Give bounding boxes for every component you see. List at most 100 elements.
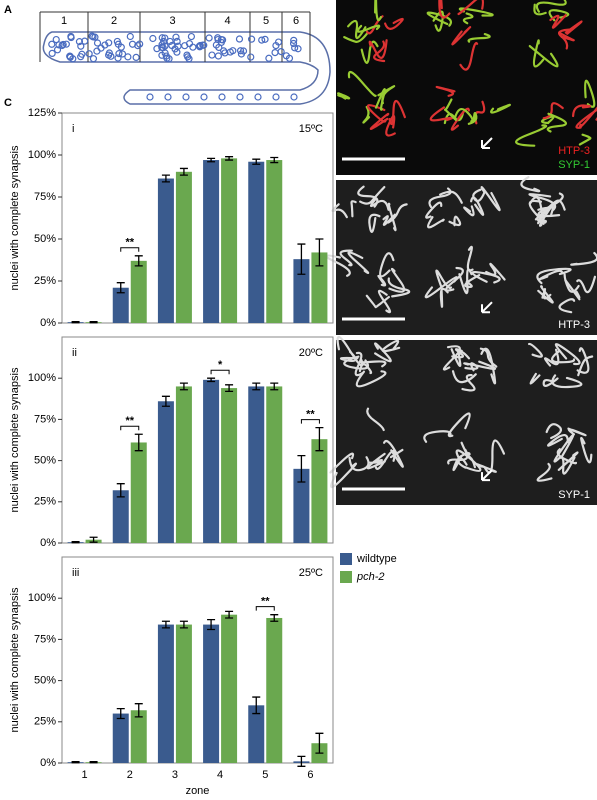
chromosome (577, 355, 594, 377)
chromosome (458, 7, 494, 17)
bar (130, 260, 147, 323)
chromosome (425, 201, 443, 219)
nucleus (115, 50, 123, 58)
significance-bracket (255, 606, 275, 611)
chromosome (462, 12, 474, 25)
chromosome (557, 451, 579, 471)
bar (221, 388, 238, 543)
chromosome (578, 133, 592, 146)
chromosome (538, 269, 564, 281)
chromosome (527, 342, 543, 358)
y-tick-label: 0% (40, 317, 56, 329)
nucleus (48, 40, 56, 48)
chromosome (474, 100, 486, 125)
nucleus (290, 36, 298, 44)
chromosome (584, 79, 596, 108)
nucleus (136, 40, 144, 48)
panel-label: A (4, 4, 12, 16)
chromosome (428, 187, 452, 209)
chromosome (546, 112, 568, 133)
chromosome (387, 203, 408, 224)
nucleus (247, 53, 255, 61)
nucleus (75, 38, 84, 46)
chromosome (551, 374, 583, 389)
nucleus (81, 37, 89, 45)
chromosome (385, 115, 396, 137)
x-axis-label: zone (186, 785, 210, 797)
nucleus (182, 93, 190, 101)
error-bar (116, 707, 125, 720)
significance: * (218, 359, 223, 371)
chromosome (423, 430, 452, 443)
x-tick-label: 3 (172, 769, 178, 781)
chromosome (447, 412, 471, 438)
nucleus (187, 32, 196, 41)
error-bar (252, 158, 261, 165)
nucleus (58, 41, 66, 50)
nucleus (189, 43, 197, 51)
nucleus (261, 35, 269, 43)
y-tick-label: 125% (28, 107, 56, 119)
bar (157, 401, 174, 543)
nucleus (161, 34, 169, 42)
chromosome (533, 3, 547, 16)
chromosome (374, 0, 382, 22)
nucleus (66, 52, 74, 60)
chromosome (457, 0, 485, 16)
legend-swatch (340, 553, 352, 565)
error-bar (89, 321, 98, 324)
nucleus (132, 53, 140, 61)
chromosome (578, 106, 597, 129)
chromosome (450, 107, 470, 131)
nucleus (229, 47, 237, 55)
chromosome (451, 348, 465, 359)
chromosome (558, 31, 575, 42)
chromosome (379, 252, 395, 278)
chromosome (453, 107, 474, 123)
chromosome (550, 350, 576, 364)
nucleus (214, 35, 222, 44)
chromosome (558, 298, 576, 314)
nucleus (89, 33, 97, 41)
chromosome (542, 102, 564, 120)
error-bar (179, 382, 188, 391)
temperature: 15ºC (299, 123, 323, 135)
chromosome (426, 11, 453, 27)
chromosome (463, 205, 475, 217)
nucleus (88, 32, 96, 40)
chromosome (384, 17, 404, 30)
legend-swatch (340, 571, 352, 583)
chromosome (443, 98, 458, 122)
nucleus (290, 93, 298, 101)
nucleus (59, 40, 67, 49)
y-tick-label: 50% (34, 675, 56, 687)
nucleus (173, 37, 181, 46)
nucleus (258, 36, 266, 44)
arrow (481, 469, 493, 482)
chromosome (528, 45, 559, 68)
chromosome (365, 294, 390, 309)
plot-frame (61, 112, 334, 324)
panel-number: iii (72, 567, 79, 579)
chromosome (575, 108, 597, 129)
x-tick-label: 4 (217, 769, 223, 781)
y-axis-label: nuclei with complete synapsis (9, 587, 21, 732)
error-bar (207, 618, 216, 631)
y-tick-label: 100% (28, 149, 56, 161)
error-bar (315, 238, 324, 267)
zone-label: 1 (61, 15, 67, 27)
error-bar (134, 703, 143, 718)
y-tick-label: 25% (34, 716, 56, 728)
panel-label: C (4, 97, 12, 109)
chromosome (388, 267, 406, 293)
nucleus (235, 35, 244, 43)
y-axis-label: nuclei with complete synapsis (9, 367, 21, 512)
error-bar (297, 243, 306, 275)
chromosome (357, 185, 379, 208)
chromosome (337, 92, 351, 100)
error-bar (134, 255, 143, 267)
significance: ** (306, 409, 315, 421)
x-tick-label: 1 (82, 769, 88, 781)
zone-label: 2 (111, 15, 117, 27)
